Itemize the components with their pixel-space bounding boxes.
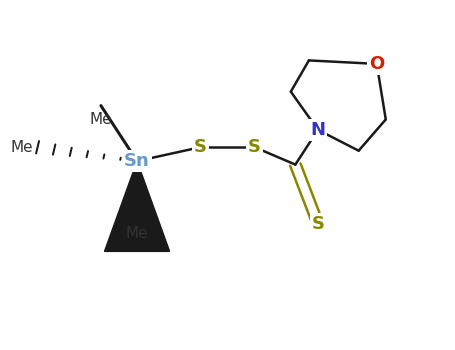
Text: Me: Me bbox=[10, 140, 33, 155]
Text: S: S bbox=[248, 138, 261, 156]
Text: N: N bbox=[310, 121, 325, 139]
Text: O: O bbox=[369, 55, 384, 73]
Polygon shape bbox=[105, 161, 170, 251]
Text: S: S bbox=[311, 215, 324, 233]
Text: Me: Me bbox=[126, 226, 148, 241]
Text: Sn: Sn bbox=[124, 152, 150, 170]
Text: S: S bbox=[194, 138, 207, 156]
Text: Me: Me bbox=[90, 112, 112, 127]
